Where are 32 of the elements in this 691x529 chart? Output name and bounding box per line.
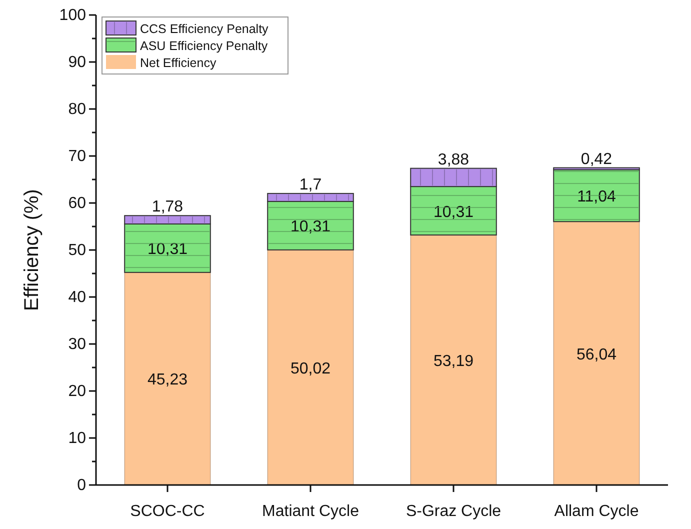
data-label: 1,7 xyxy=(299,176,322,194)
data-label: 10,31 xyxy=(433,204,474,221)
data-label: 53,19 xyxy=(433,353,474,370)
y-tick-label: 40 xyxy=(68,289,86,306)
legend-label: Net Efficiency xyxy=(140,56,217,70)
y-tick-label: 70 xyxy=(68,148,86,166)
legend-label: CCS Efficiency Penalty xyxy=(140,22,270,36)
data-label: 45,23 xyxy=(147,372,188,389)
data-label: 56,04 xyxy=(576,346,617,364)
y-tick-label: 20 xyxy=(68,383,86,400)
y-tick-label: 60 xyxy=(68,195,86,212)
data-label: 10,31 xyxy=(147,241,188,258)
x-tick-label: S-Graz Cycle xyxy=(406,502,502,520)
y-tick-label: 50 xyxy=(68,242,86,260)
data-label: 50,02 xyxy=(290,360,331,378)
data-label: 1,78 xyxy=(152,198,184,216)
x-tick-label: SCOC-CC xyxy=(130,502,205,520)
y-tick-label: 90 xyxy=(68,54,86,72)
y-tick-label: 30 xyxy=(68,336,86,354)
y-tick-label: 10 xyxy=(68,430,86,448)
data-label: 0,42 xyxy=(580,150,612,168)
x-tick-label: Matiant Cycle xyxy=(262,502,360,520)
data-label: 10,31 xyxy=(290,218,331,236)
bar xyxy=(410,234,497,486)
y-tick-label: 100 xyxy=(59,7,86,24)
data-label: 3,88 xyxy=(438,151,470,168)
y-tick-label: 0 xyxy=(77,477,86,494)
legend-label: ASU Efficiency Penalty xyxy=(140,39,268,53)
y-axis-title: Efficiency (%) xyxy=(21,189,43,311)
y-tick-label: 80 xyxy=(68,101,86,118)
x-tick-label: Allam Cycle xyxy=(554,502,639,520)
data-label: 11,04 xyxy=(577,188,616,206)
